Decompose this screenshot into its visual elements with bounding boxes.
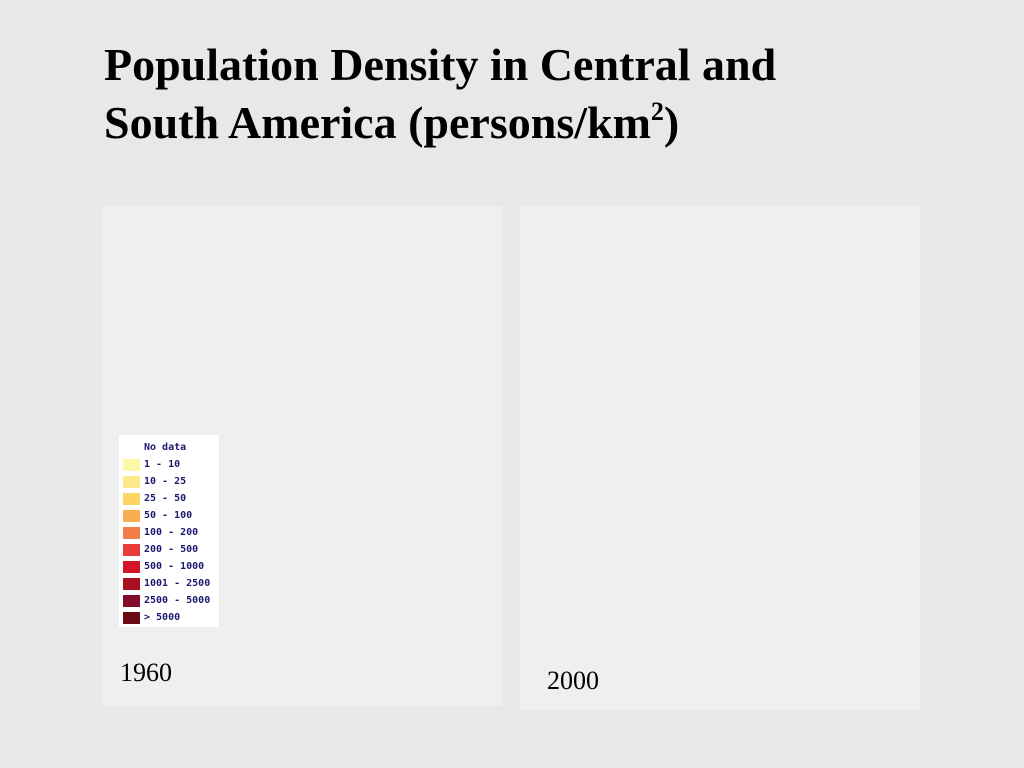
legend-item: 1001 - 2500 <box>119 575 219 592</box>
map-panel-1960: No data 1 - 10 10 - 25 25 - 50 50 - 100 100 -… <box>102 206 502 706</box>
year-label-1960: 1960 <box>120 658 172 687</box>
legend-label: 2500 - 5000 <box>144 595 211 606</box>
legend-swatch <box>123 611 140 624</box>
legend-swatch <box>123 441 140 454</box>
legend-label: 200 - 500 <box>144 544 199 555</box>
legend-item: 2500 - 5000 <box>119 592 219 609</box>
legend-label: 500 - 1000 <box>144 561 205 572</box>
map-panel-2000: 2000 <box>520 206 920 710</box>
map-legend: No data 1 - 10 10 - 25 25 - 50 50 - 100 100 -… <box>119 435 219 627</box>
legend-swatch <box>123 509 140 522</box>
legend-swatch <box>123 543 140 556</box>
legend-label: 100 - 200 <box>144 527 199 538</box>
legend-swatch <box>123 560 140 573</box>
page-title: Population Density in Central and South … <box>104 36 776 152</box>
legend-label: 25 - 50 <box>144 493 187 504</box>
legend-swatch <box>123 594 140 607</box>
legend-swatch <box>123 475 140 488</box>
legend-swatch <box>123 526 140 539</box>
legend-label: 1001 - 2500 <box>144 578 211 589</box>
legend-item: 1 - 10 <box>119 456 219 473</box>
year-label-2000: 2000 <box>547 666 599 695</box>
legend-label: 1 - 10 <box>144 459 181 470</box>
legend-swatch <box>123 577 140 590</box>
title-line-2-end: ) <box>663 97 680 148</box>
legend-item: 200 - 500 <box>119 541 219 558</box>
legend-label: No data <box>144 442 187 453</box>
legend-item: No data <box>119 439 219 456</box>
legend-item: > 5000 <box>119 609 219 626</box>
title-line-2: South America (persons/km <box>104 97 651 148</box>
legend-item: 50 - 100 <box>119 507 219 524</box>
legend-item: 25 - 50 <box>119 490 219 507</box>
title-superscript: 2 <box>650 97 664 126</box>
legend-item: 100 - 200 <box>119 524 219 541</box>
legend-swatch <box>123 458 140 471</box>
legend-swatch <box>123 492 140 505</box>
legend-label: 50 - 100 <box>144 510 193 521</box>
legend-label: > 5000 <box>144 612 181 623</box>
title-line-1: Population Density in Central and <box>104 39 777 90</box>
legend-label: 10 - 25 <box>144 476 187 487</box>
legend-item: 10 - 25 <box>119 473 219 490</box>
legend-item: 500 - 1000 <box>119 558 219 575</box>
